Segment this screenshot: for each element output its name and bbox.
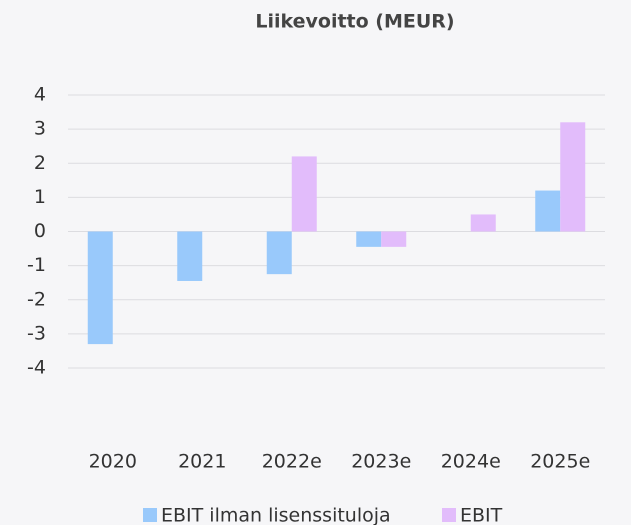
bar [381, 231, 407, 247]
bar [560, 122, 586, 232]
bar [470, 214, 496, 232]
legend-label: EBIT ilman lisenssituloja [161, 505, 391, 525]
x-tick-label: 2022e [262, 451, 322, 473]
x-tick-label: 2025e [530, 451, 590, 473]
chart-title: Liikevoitto (MEUR) [255, 11, 454, 33]
bar [535, 190, 561, 232]
y-tick-label: 4 [34, 84, 46, 106]
bar [291, 156, 317, 232]
y-tick-label: -2 [27, 288, 46, 310]
y-tick-label: 2 [34, 152, 46, 174]
y-tick-label: -1 [27, 254, 46, 276]
bar [87, 231, 113, 345]
y-tick-label: -3 [27, 322, 46, 344]
bar [177, 231, 203, 281]
y-tick-label: -4 [27, 357, 46, 379]
bar [266, 231, 292, 275]
y-tick-label: 3 [34, 118, 46, 140]
y-tick-label: 1 [34, 186, 46, 208]
x-tick-label: 2023e [351, 451, 411, 473]
legend-swatch [442, 508, 456, 522]
x-tick-label: 2020 [89, 451, 137, 473]
bar [356, 231, 382, 247]
x-tick-label: 2021 [178, 451, 226, 473]
y-tick-label: 0 [34, 220, 46, 242]
x-tick-label: 2024e [441, 451, 501, 473]
legend-swatch [143, 508, 157, 522]
legend-label: EBIT [460, 505, 503, 525]
